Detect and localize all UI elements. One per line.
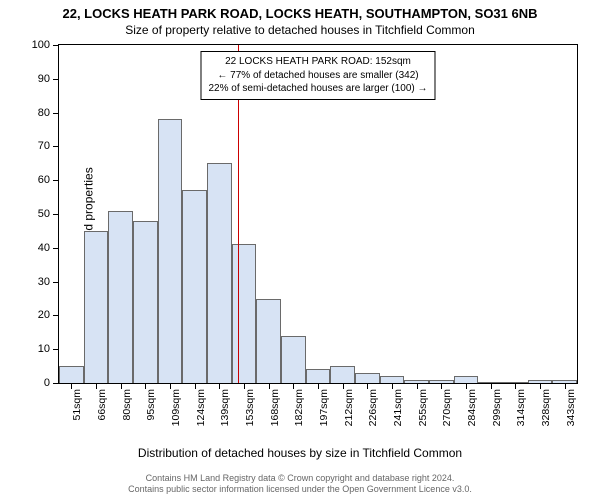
bar: [59, 366, 84, 383]
info-box: 22 LOCKS HEATH PARK ROAD: 152sqm ← 77% o…: [200, 51, 435, 100]
y-tick-label: 20: [38, 309, 50, 321]
y-tick-label: 40: [38, 242, 50, 254]
x-tick-label: 241sqm: [392, 389, 404, 426]
bar: [355, 373, 380, 383]
bar: [281, 336, 306, 383]
info-line-3: 22% of semi-detached houses are larger (…: [208, 82, 427, 96]
x-tick-label: 270sqm: [441, 389, 453, 426]
x-tick-label: 139sqm: [219, 389, 231, 426]
y-tick: [53, 214, 59, 215]
y-tick-label: 80: [38, 107, 50, 119]
x-tick-label: 212sqm: [343, 389, 355, 426]
y-tick: [53, 45, 59, 46]
x-tick-label: 343sqm: [565, 389, 577, 426]
x-tick-label: 182sqm: [293, 389, 305, 426]
y-tick-label: 60: [38, 174, 50, 186]
chart-container: 22, LOCKS HEATH PARK ROAD, LOCKS HEATH, …: [0, 0, 600, 500]
bar: [454, 376, 479, 383]
x-tick-label: 168sqm: [269, 389, 281, 426]
footer-line-1: Contains HM Land Registry data © Crown c…: [128, 473, 472, 485]
x-axis-label: Distribution of detached houses by size …: [0, 446, 600, 460]
y-tick-label: 70: [38, 140, 50, 152]
info-line-1: 22 LOCKS HEATH PARK ROAD: 152sqm: [208, 55, 427, 69]
x-tick-label: 51sqm: [71, 389, 83, 421]
bar: [158, 119, 183, 383]
footer-line-2: Contains public sector information licen…: [128, 484, 472, 496]
bar: [232, 244, 257, 383]
x-tick-label: 314sqm: [515, 389, 527, 426]
y-tick: [53, 248, 59, 249]
y-tick: [53, 349, 59, 350]
x-tick-label: 66sqm: [96, 389, 108, 421]
x-tick-label: 197sqm: [318, 389, 330, 426]
x-tick-label: 226sqm: [367, 389, 379, 426]
bar: [182, 190, 207, 383]
x-tick-label: 109sqm: [170, 389, 182, 426]
y-tick: [53, 79, 59, 80]
y-tick-label: 90: [38, 73, 50, 85]
x-tick-label: 299sqm: [491, 389, 503, 426]
y-tick: [53, 180, 59, 181]
y-tick-label: 30: [38, 276, 50, 288]
x-tick-label: 255sqm: [417, 389, 429, 426]
bar: [380, 376, 405, 383]
bar: [306, 369, 331, 383]
bar: [133, 221, 158, 383]
chart-title-main: 22, LOCKS HEATH PARK ROAD, LOCKS HEATH, …: [0, 6, 600, 21]
bar: [256, 299, 281, 384]
x-tick-label: 328sqm: [540, 389, 552, 426]
y-tick: [53, 146, 59, 147]
y-tick: [53, 315, 59, 316]
x-tick-label: 284sqm: [466, 389, 478, 426]
y-tick-label: 100: [32, 39, 50, 51]
y-tick-label: 50: [38, 208, 50, 220]
x-tick-label: 80sqm: [121, 389, 133, 421]
y-tick-label: 10: [38, 343, 50, 355]
y-tick-label: 0: [44, 377, 50, 389]
info-line-2: ← 77% of detached houses are smaller (34…: [208, 69, 427, 83]
x-tick-label: 124sqm: [195, 389, 207, 426]
plot-area: 22 LOCKS HEATH PARK ROAD: 152sqm ← 77% o…: [58, 44, 578, 384]
y-tick: [53, 113, 59, 114]
x-tick-label: 95sqm: [145, 389, 157, 421]
footer: Contains HM Land Registry data © Crown c…: [128, 473, 472, 496]
bar: [330, 366, 355, 383]
y-tick: [53, 282, 59, 283]
x-tick-label: 153sqm: [244, 389, 256, 426]
bar: [207, 163, 232, 383]
bar: [108, 211, 133, 383]
y-tick: [53, 383, 59, 384]
chart-title-sub: Size of property relative to detached ho…: [0, 23, 600, 37]
bar: [84, 231, 109, 383]
